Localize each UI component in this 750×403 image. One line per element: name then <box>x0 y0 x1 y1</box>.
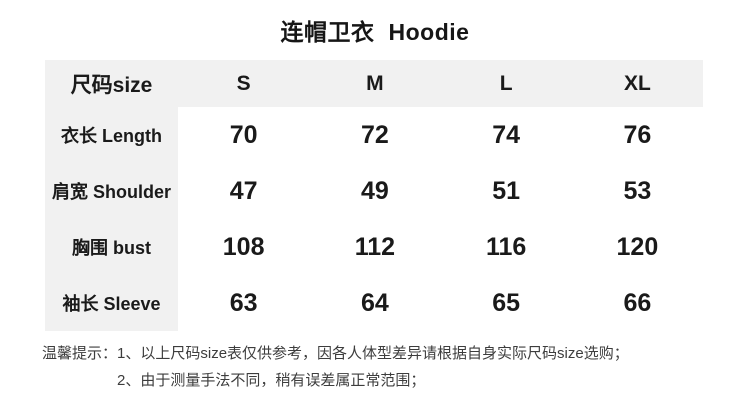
row-label-shoulder: 肩宽 Shoulder <box>45 163 178 219</box>
note-line-1: 1、以上尺码size表仅供参考，因各人体型差异请根据自身实际尺码size选购； <box>117 345 629 362</box>
page-title-english: Hoodie <box>388 19 470 45</box>
size-table: 尺码size S M L XL 衣长 Length 70 72 74 76 肩宽… <box>45 60 703 331</box>
value-length-m: 72 <box>309 107 441 163</box>
row-label-sleeve: 袖长 Sleeve <box>45 275 178 331</box>
value-length-xl: 76 <box>571 107 703 163</box>
row-label-length: 衣长 Length <box>45 107 178 163</box>
note-line-2: 2、由于测量手法不同，稍有误差属正常范围； <box>117 372 426 389</box>
value-sleeve-l: 65 <box>440 275 572 331</box>
value-shoulder-m: 49 <box>309 163 441 219</box>
header-cell-size: 尺码size <box>45 60 178 107</box>
value-shoulder-l: 51 <box>440 163 572 219</box>
value-shoulder-xl: 53 <box>571 163 703 219</box>
page-title: 连帽卫衣 Hoodie <box>0 13 750 47</box>
value-shoulder-s: 47 <box>178 163 310 219</box>
notes-prefix: 温馨提示： <box>42 345 118 362</box>
value-bust-l: 116 <box>440 219 572 275</box>
header-cell-m: M <box>309 60 441 107</box>
value-bust-s: 108 <box>178 219 310 275</box>
value-sleeve-m: 64 <box>309 275 441 331</box>
value-bust-m: 112 <box>309 219 441 275</box>
value-sleeve-s: 63 <box>178 275 310 331</box>
row-label-bust: 胸围 bust <box>45 219 178 275</box>
value-sleeve-xl: 66 <box>571 275 703 331</box>
notes-lines: 1、以上尺码size表仅供参考，因各人体型差异请根据自身实际尺码size选购； … <box>117 340 629 394</box>
value-length-s: 70 <box>178 107 310 163</box>
header-cell-s: S <box>178 60 310 107</box>
header-cell-l: L <box>440 60 572 107</box>
notes-section: 温馨提示： 1、以上尺码size表仅供参考，因各人体型差异请根据自身实际尺码si… <box>42 340 629 394</box>
header-cell-xl: XL <box>571 60 703 107</box>
page-title-chinese: 连帽卫衣 <box>280 19 375 45</box>
value-length-l: 74 <box>440 107 572 163</box>
value-bust-xl: 120 <box>571 219 703 275</box>
